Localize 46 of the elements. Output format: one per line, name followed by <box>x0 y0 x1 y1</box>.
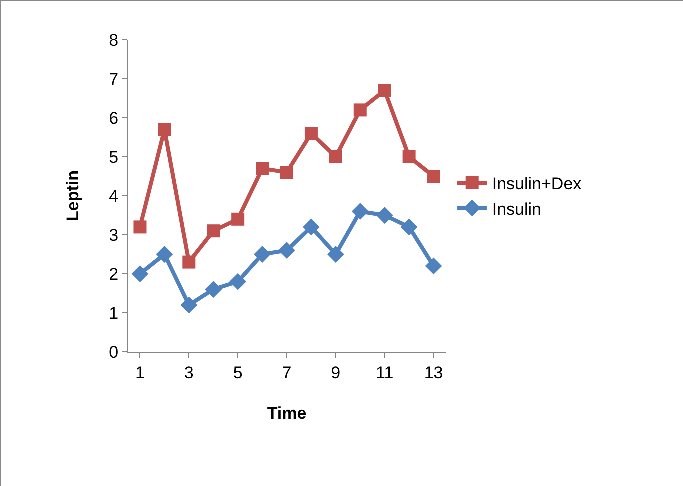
point <box>378 84 392 98</box>
point <box>329 150 342 164</box>
y-tick-label: 6 <box>109 108 119 128</box>
point <box>156 246 174 263</box>
point <box>400 218 418 236</box>
point <box>205 281 222 298</box>
point <box>256 162 270 176</box>
y-tick-label: 4 <box>109 186 119 206</box>
point <box>207 224 220 238</box>
legend-label: Insulin+Dex <box>492 174 582 194</box>
point <box>278 242 296 260</box>
x-tick-label: 5 <box>233 363 243 382</box>
point <box>132 266 149 282</box>
y-tick-label: 0 <box>109 342 119 362</box>
y-axis-title: Leptin <box>64 170 83 222</box>
point <box>182 256 196 269</box>
point <box>232 212 245 226</box>
y-tick-label: 8 <box>109 30 119 50</box>
y-tick-label: 3 <box>109 226 119 245</box>
y-tick-label: 1 <box>109 304 119 323</box>
point <box>354 104 367 117</box>
point <box>425 258 442 275</box>
x-axis-title: Time <box>267 404 307 423</box>
x-tick-label: 7 <box>282 363 292 382</box>
point <box>303 218 320 236</box>
point <box>134 220 147 234</box>
legend-label: Insulin <box>492 200 542 219</box>
point <box>376 207 394 224</box>
y-tick-label: 7 <box>109 70 119 89</box>
point <box>280 166 294 180</box>
x-tick-label: 11 <box>376 363 394 382</box>
point <box>352 203 369 220</box>
point <box>402 150 416 164</box>
x-tick-label: 3 <box>184 363 194 382</box>
point <box>158 123 172 136</box>
point <box>427 170 440 183</box>
point <box>304 127 318 140</box>
point <box>327 246 344 263</box>
y-tick-label: 5 <box>109 148 119 167</box>
point <box>230 273 247 290</box>
x-tick-label: 1 <box>135 363 145 382</box>
x-tick-label: 13 <box>424 363 444 382</box>
point <box>180 296 198 314</box>
point <box>254 246 271 263</box>
x-tick-label: 9 <box>331 363 341 382</box>
y-tick-label: 2 <box>109 264 119 284</box>
